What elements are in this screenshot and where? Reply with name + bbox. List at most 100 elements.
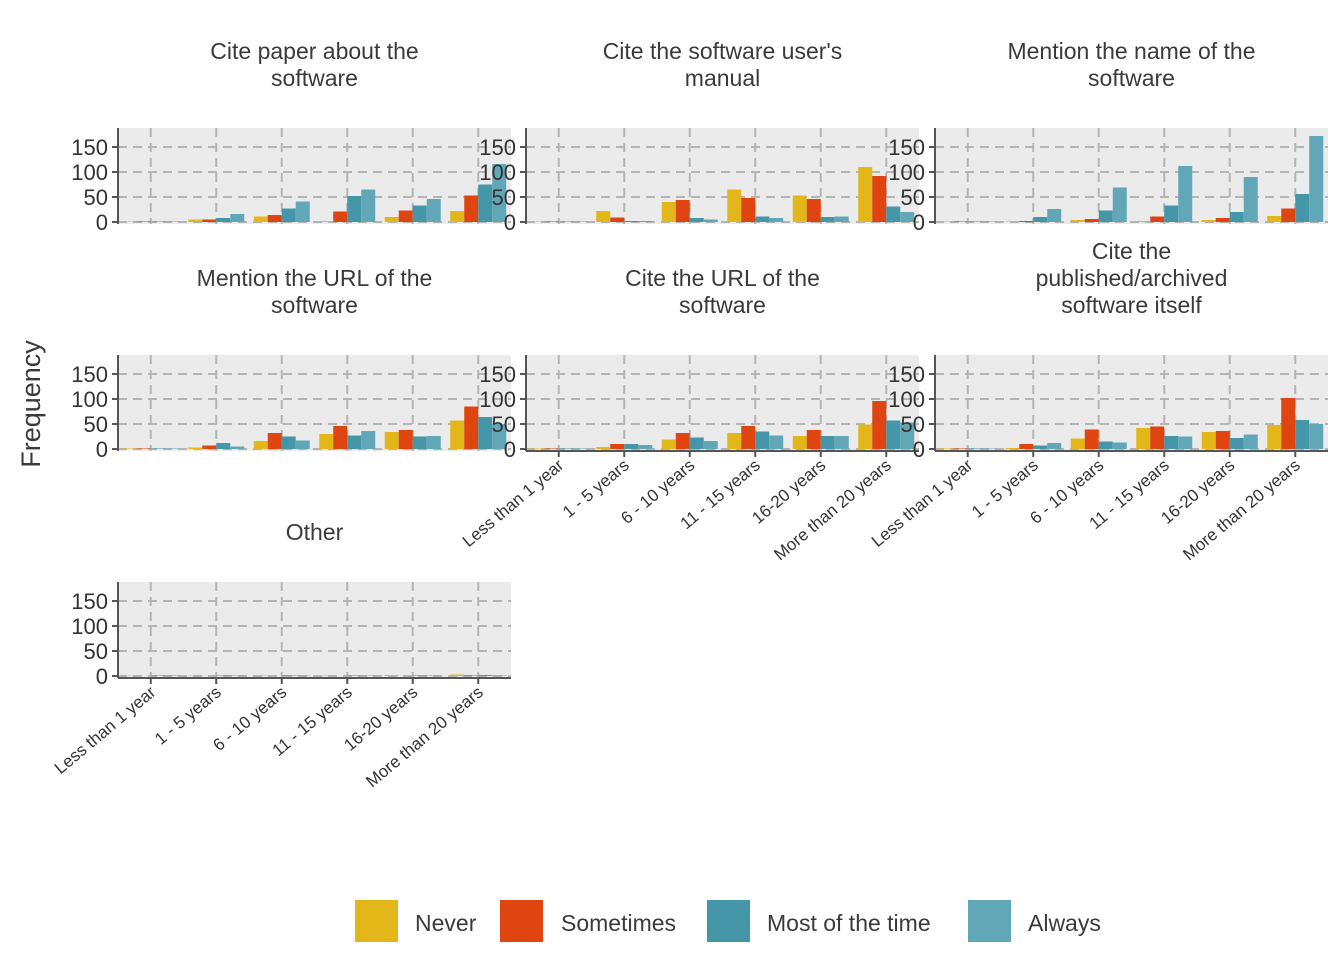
legend-swatch xyxy=(968,900,1011,942)
bar-never xyxy=(596,211,611,222)
bar-always xyxy=(1047,443,1062,449)
bar-always xyxy=(426,675,441,676)
bar-never xyxy=(319,675,334,676)
x-tick-label: Less than 1 year xyxy=(459,455,568,551)
panel-title: Cite the xyxy=(1092,238,1171,264)
bar-sometimes xyxy=(872,401,887,449)
y-tick-label: 100 xyxy=(71,614,108,639)
bar-most-of-the-time xyxy=(1098,210,1113,222)
bar-most-of-the-time xyxy=(689,437,704,449)
panel-title: Other xyxy=(286,519,344,545)
bar-never xyxy=(319,434,334,449)
panel-background xyxy=(526,128,919,224)
bar-sometimes xyxy=(1150,216,1165,222)
bar-most-of-the-time xyxy=(281,675,296,676)
bar-never xyxy=(384,432,399,449)
bar-never xyxy=(939,448,954,449)
y-tick-label: 150 xyxy=(888,135,925,160)
bar-never xyxy=(858,167,873,222)
y-tick-label: 50 xyxy=(84,412,108,437)
y-tick-label: 0 xyxy=(913,437,925,462)
y-axis-title: Frequency xyxy=(16,340,46,468)
bar-sometimes xyxy=(675,200,690,222)
panel-title: software xyxy=(271,65,358,91)
bar-never xyxy=(1267,425,1282,449)
panel-title: software xyxy=(271,292,358,318)
x-tick-label: Less than 1 year xyxy=(51,682,160,778)
bar-never xyxy=(253,675,268,676)
bar-most-of-the-time xyxy=(478,417,493,449)
bar-sometimes xyxy=(544,221,559,222)
bar-sometimes xyxy=(398,210,413,222)
bar-sometimes xyxy=(464,195,479,222)
y-tick-label: 50 xyxy=(84,185,108,210)
bar-most-of-the-time xyxy=(886,420,901,449)
bar-never xyxy=(188,219,203,222)
bar-sometimes xyxy=(610,217,625,222)
y-tick-label: 50 xyxy=(84,639,108,664)
y-tick-label: 0 xyxy=(913,210,925,235)
bar-most-of-the-time xyxy=(624,444,639,449)
bar-most-of-the-time xyxy=(558,448,573,449)
bar-always xyxy=(361,675,376,676)
bar-always xyxy=(638,445,653,449)
bar-never xyxy=(1070,438,1085,449)
y-tick-label: 150 xyxy=(888,362,925,387)
bar-never xyxy=(530,221,545,222)
bar-most-of-the-time xyxy=(1295,420,1310,449)
bar-always xyxy=(492,424,507,449)
bar-sometimes xyxy=(1215,431,1230,449)
y-tick-label: 0 xyxy=(504,437,516,462)
panel-title: Mention the name of the xyxy=(1007,38,1255,64)
bar-always xyxy=(1178,436,1193,449)
bar-always xyxy=(361,431,376,449)
panel-background xyxy=(118,582,511,678)
bar-never xyxy=(450,211,465,222)
panel-background xyxy=(526,355,919,451)
bar-sometimes xyxy=(202,445,217,449)
bar-most-of-the-time xyxy=(412,675,427,676)
bar-sometimes xyxy=(464,406,479,449)
y-tick-label: 150 xyxy=(71,135,108,160)
bar-most-of-the-time xyxy=(1033,217,1048,222)
y-tick-label: 100 xyxy=(479,387,516,412)
bar-always xyxy=(769,218,784,222)
bar-most-of-the-time xyxy=(967,221,982,222)
bar-most-of-the-time xyxy=(1164,205,1179,222)
bar-never xyxy=(450,674,465,676)
bar-always xyxy=(426,199,441,222)
bar-never xyxy=(727,189,742,222)
bar-never xyxy=(1201,432,1216,449)
bar-sometimes xyxy=(398,430,413,449)
bar-sometimes xyxy=(1019,444,1034,449)
panel-background xyxy=(935,355,1328,451)
bar-sometimes xyxy=(872,176,887,222)
bar-most-of-the-time xyxy=(755,431,770,449)
bar-sometimes xyxy=(806,199,821,222)
bar-most-of-the-time xyxy=(1164,436,1179,449)
bar-always xyxy=(981,448,996,449)
bar-most-of-the-time xyxy=(216,675,231,676)
bar-sometimes xyxy=(544,448,559,449)
bar-always xyxy=(703,441,718,449)
panel-background xyxy=(118,355,511,451)
bar-never xyxy=(122,221,137,222)
y-tick-label: 0 xyxy=(96,210,108,235)
bar-never xyxy=(596,447,611,449)
bar-always xyxy=(572,448,587,449)
panel-title: software xyxy=(679,292,766,318)
y-tick-label: 50 xyxy=(492,185,516,210)
bar-always xyxy=(164,675,179,676)
bar-always xyxy=(230,675,245,676)
bar-always xyxy=(1178,166,1193,222)
bar-most-of-the-time xyxy=(216,218,231,222)
bar-sometimes xyxy=(202,219,217,222)
bar-never xyxy=(1136,428,1151,449)
bar-always xyxy=(769,435,784,449)
legend-label: Sometimes xyxy=(561,910,676,936)
bar-always xyxy=(1309,136,1324,222)
bar-never xyxy=(450,420,465,449)
